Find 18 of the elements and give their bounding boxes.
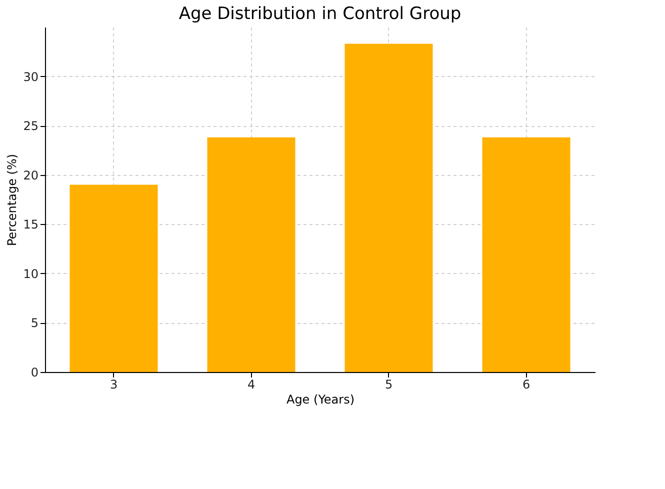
y-tick-label: 25 [23,119,38,134]
y-tick-label: 20 [23,168,38,182]
y-tick-label: 30 [23,70,38,84]
x-axis-title: Age (Years) [286,392,355,406]
x-tick-label: 4 [247,378,256,392]
y-tick-label: 0 [30,366,38,380]
x-tick-label: 5 [384,378,393,392]
y-axis-title: Percentage (%) [5,154,20,246]
bar [207,137,296,372]
x-tick-label: 6 [522,378,530,392]
bar [344,44,433,372]
y-tick-label: 5 [30,316,38,330]
y-tick-label: 10 [23,266,38,281]
bar [70,184,158,372]
chart-title: Age Distribution in Control Group [178,4,462,24]
x-tick-label: 3 [110,378,118,392]
bar [482,137,570,372]
y-tick-label: 15 [23,218,38,232]
